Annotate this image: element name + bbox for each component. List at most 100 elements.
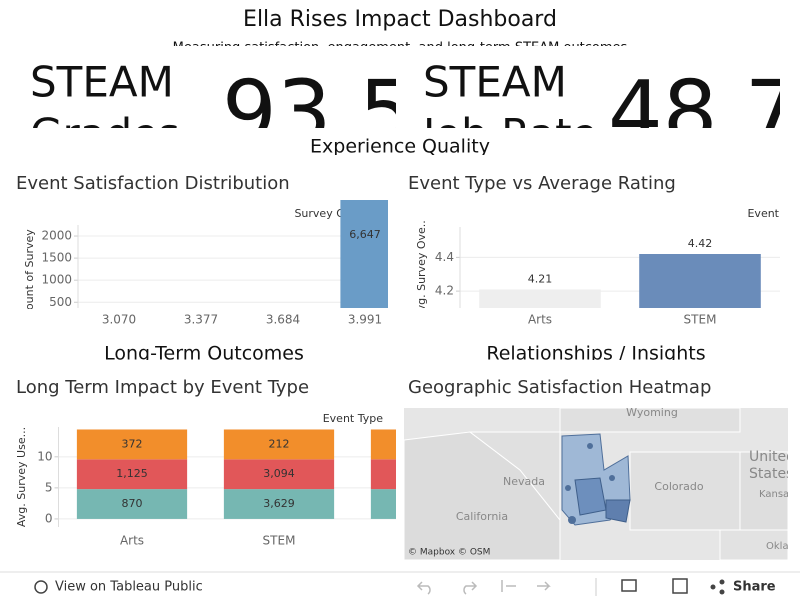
undo-button[interactable] [416,581,431,595]
section-title: Long-Term Outcomes [104,343,304,365]
map-point [568,516,576,524]
map-label: States [749,466,793,482]
subtitle: Measuring satisfaction, engagement, and … [173,41,628,56]
segment-label: 1,125 [116,467,148,480]
view-on-tableau[interactable]: View on Tableau Public [34,580,203,595]
bar-segment [370,459,396,490]
share-label[interactable]: Share [733,580,776,595]
map-region [559,408,741,433]
y-tick-label: 2000 [41,229,72,243]
y-axis-label-group: Avg. Survey Use... [15,427,28,527]
revert-button[interactable] [501,580,516,592]
map-highlight [605,499,631,523]
map-label: Okla [766,541,789,552]
map-highlight [574,477,607,516]
refresh-button[interactable] [537,581,551,591]
y-axis-label: Count of Survey ... [23,215,36,318]
y-tick-label: 5 [45,480,53,494]
map-label: United [749,449,795,465]
kpi-label: Grades [30,110,180,159]
x-tick-label: 3.684 [266,313,300,327]
bar-segment [370,489,396,519]
y-tick-label: 1500 [41,251,72,265]
x-tick-label: STEM [263,534,296,548]
section-title: Experience Quality [310,136,490,158]
bar-segment [223,489,335,519]
map-label: California [456,510,508,523]
x-tick-label: 3.070 [102,313,136,327]
fullscreen-button[interactable] [672,578,688,594]
section-title: Relationships / Insights [486,343,705,365]
kpi-label: STEAM [30,58,174,107]
chart-title: Event Satisfaction Distribution [16,173,290,194]
kpi-label: Job Rate [420,110,597,159]
bar-segment [223,429,335,460]
bar [340,200,388,308]
map-label: Kansas [759,489,794,500]
bar-segment [76,459,188,490]
view-link[interactable]: View on Tableau Public [55,580,203,595]
kpi-value: 93.5 [222,62,413,162]
y-tick-label: 1000 [41,273,72,287]
redo-button[interactable] [463,581,478,595]
map-point [565,485,571,491]
bar-segment [223,459,335,490]
share-icon [719,589,725,595]
legend-title: Event [747,207,779,220]
kpi-value: 48.7 [608,62,799,162]
segment-label: 870 [122,497,143,510]
plot: 4.21 4.42 [460,237,780,308]
x-tick-label: Arts [120,534,144,548]
y-tick-label: 4.2 [435,284,454,298]
kpi-label: STEAM [423,58,567,107]
y-axis-label-group: Count of Survey ... [23,215,36,318]
x-tick-label: Arts [528,313,552,327]
map-label: Colorado [654,480,703,493]
map-label: Nevada [503,475,545,488]
map-region [739,451,788,531]
x-tick-label: 3.991 [348,313,382,327]
chart-title: Event Type vs Average Rating [408,173,676,194]
share-icon [719,579,725,585]
y-axis-label: Avg. Survey Ove... [415,217,428,319]
map-label: Wyoming [626,406,678,419]
toolbar: View on Tableau Public Share [0,571,800,596]
y-axis-label: Avg. Survey Use... [15,427,28,527]
chart-title: Long Term Impact by Event Type [16,377,309,398]
map-region [719,529,788,560]
segment-label: 372 [122,437,143,450]
segment-label: 212 [269,437,290,450]
plot: 870 1,125 372 3,629 3,094 212 [58,429,396,520]
x-tick-label: 3.377 [184,313,218,327]
y-axis-label-group: Avg. Survey Ove... [415,217,428,319]
tableau-icon [34,580,48,594]
plot: 6,647 [78,200,388,308]
value-label: 6,647 [349,228,381,241]
download-button[interactable] [621,579,637,592]
map-point [587,443,593,449]
y-tick-label: 4.4 [435,250,454,264]
chart-title: Geographic Satisfaction Heatmap [408,377,711,398]
map: Wyoming Nevada Colorado California Unite… [404,406,795,560]
y-tick-label: 0 [45,511,53,525]
map-region [468,431,561,522]
y-tick-label: 500 [49,295,72,309]
legend-title: Event Type [323,412,384,425]
segment-label: 3,629 [263,497,295,510]
dashboard-title: Ella Rises Impact Dashboard [243,7,557,32]
bar-segment [370,429,396,460]
map-attribution: © Mapbox © OSM [408,548,490,558]
share-icon [710,584,716,590]
bar [639,254,761,308]
bar [479,289,601,308]
share-button[interactable]: Share [710,579,776,595]
value-label: 4.21 [528,272,553,285]
bar-segment [76,489,188,519]
bar-segment [76,429,188,460]
y-tick-label: 10 [37,449,52,463]
x-tick-label: STEM [684,313,717,327]
